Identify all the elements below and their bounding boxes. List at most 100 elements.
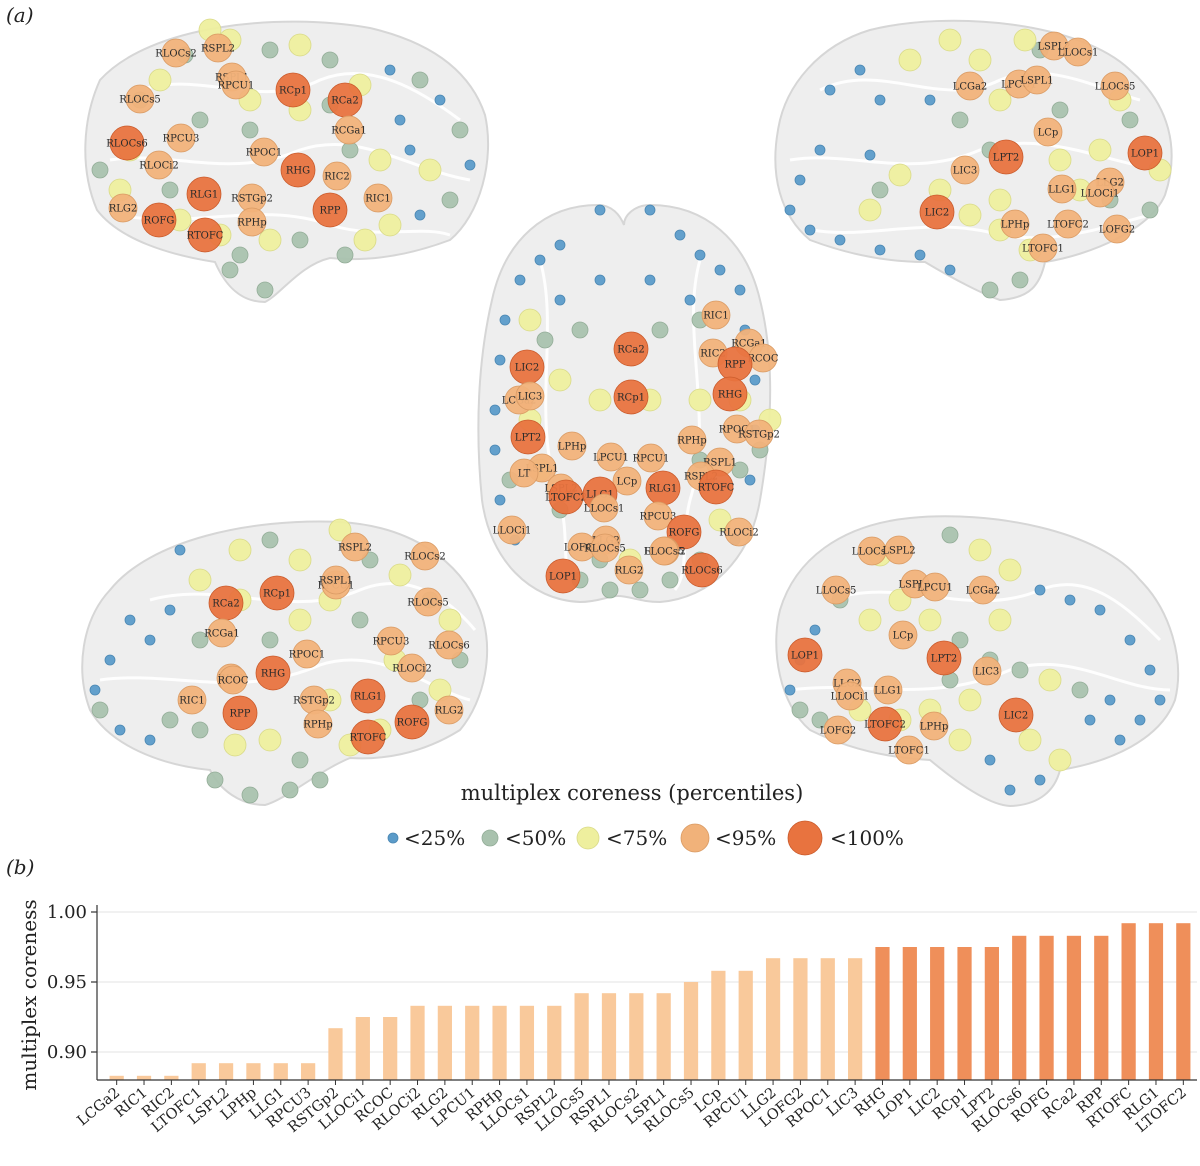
- brain-node: [1051, 101, 1069, 119]
- brain-node: [914, 249, 926, 261]
- brain-node-label: LLOCs5: [1095, 82, 1136, 93]
- brain-node: [835, 681, 865, 711]
- brain-node: [536, 331, 554, 349]
- brain-node: [438, 608, 462, 632]
- brain-node-label: RCp1: [617, 393, 645, 404]
- brain-node-label: RIC2: [700, 349, 726, 360]
- legend-marker-95: [680, 823, 710, 853]
- brain-node: [874, 94, 886, 106]
- bar-RLOCs6: [1012, 935, 1027, 1080]
- brain-node: [221, 261, 239, 279]
- y-axis-label: multiplex coreness: [17, 899, 41, 1090]
- bar-LPHp: [246, 1063, 261, 1080]
- brain-node: [241, 786, 259, 804]
- bar-RPHp: [492, 1005, 507, 1080]
- bar-RPCU3: [301, 1063, 316, 1080]
- brain-node: [434, 695, 464, 725]
- chart-gridlines: [97, 911, 1197, 1053]
- brain-node-label: RLG2: [109, 204, 138, 215]
- x-axis-ticks: LCGa2RIC1RIC2LTOFC1LSPL2LPHpLLG1RPCU3RST…: [75, 1080, 1190, 1136]
- brain-node-label: RPHp: [303, 720, 332, 731]
- brain-node: [434, 94, 446, 106]
- brain-node: [688, 388, 712, 412]
- brain-node-label: RCOC: [747, 354, 778, 365]
- brain-node-label: RLOCi2: [719, 528, 759, 539]
- brain-node-label: LCGa2: [953, 82, 988, 93]
- brain-node: [1013, 28, 1037, 52]
- bar-RCOC: [383, 1017, 398, 1080]
- brain-node-label: LSPL1: [898, 580, 931, 591]
- bar-RSTGp2: [328, 1028, 343, 1080]
- brain-node-label: LCp: [1038, 128, 1059, 139]
- brain-node: [186, 176, 222, 212]
- bar-LLG2: [765, 958, 781, 1080]
- brain-node: [712, 376, 748, 412]
- brain-node: [968, 575, 998, 605]
- brain-node: [288, 33, 312, 57]
- brain-node: [322, 161, 352, 191]
- brain-node: [924, 94, 936, 106]
- legend-item-100: <100%: [787, 820, 904, 856]
- brain-node-label: RPOC1: [719, 425, 755, 436]
- brain-node: [867, 706, 903, 742]
- panel-b-label: (b): [6, 855, 34, 879]
- brain-node: [1000, 209, 1030, 239]
- brain-node: [636, 443, 666, 473]
- brain-node: [744, 474, 756, 486]
- brain-node: [261, 531, 279, 549]
- brain-node: [661, 571, 679, 589]
- brain-node: [281, 781, 299, 799]
- brain-node: [814, 144, 826, 156]
- brain-node: [350, 678, 386, 714]
- brain-node-label: LLOCs1: [584, 504, 625, 515]
- brain-node-label: RPOC1: [289, 650, 325, 661]
- brain-node-label: RPHp: [237, 218, 266, 229]
- brain-node: [988, 139, 1024, 175]
- brain-node: [941, 526, 959, 544]
- brain-node: [514, 274, 526, 286]
- brain-node: [340, 532, 370, 562]
- chart-bars: [109, 923, 1191, 1080]
- brain-node: [791, 701, 809, 719]
- brain-node-label: RLOCs5: [119, 95, 161, 106]
- brain-node: [644, 204, 656, 216]
- brain-node: [288, 608, 312, 632]
- brain-node: [1053, 209, 1083, 239]
- brain-node: [494, 354, 506, 366]
- brain-node-label: LLOCs5: [644, 547, 685, 558]
- brain-node-label: LLG1: [1048, 185, 1076, 196]
- brain-node: [336, 246, 354, 264]
- brain-node: [1114, 734, 1126, 746]
- brain-node: [871, 181, 889, 199]
- brain-node: [1100, 71, 1130, 101]
- brain-node-label: RSPL1: [319, 576, 353, 587]
- brain-node: [1033, 117, 1063, 147]
- brain-node: [919, 711, 949, 741]
- brain-node: [91, 161, 109, 179]
- brain-node-label: RPOC1: [246, 148, 282, 159]
- brain-node-label: RPCU3: [640, 512, 677, 523]
- brain-node: [888, 163, 912, 187]
- brain-node-label: RCOC: [217, 676, 248, 687]
- brain-node: [948, 728, 972, 752]
- y-tick-label: 1.00: [47, 902, 87, 923]
- brain-node-label: LOP1: [1131, 149, 1159, 160]
- brain-node: [174, 544, 186, 556]
- panel-a-label: (a): [6, 3, 34, 27]
- brain-node: [631, 581, 649, 599]
- legend-marker-100: [787, 820, 823, 856]
- brain-node-label: LSPL1: [1020, 76, 1053, 87]
- brain-node-label: RSPL2: [201, 44, 235, 55]
- brain-node: [823, 715, 853, 745]
- brain-node: [376, 626, 406, 656]
- brain-node: [955, 71, 985, 101]
- brain-node: [144, 634, 156, 646]
- legend-item-50: <50%: [481, 826, 566, 850]
- brain-node: [724, 517, 754, 547]
- brain-node: [749, 374, 761, 386]
- brain-node: [821, 575, 851, 605]
- legend-label-100: <100%: [830, 826, 904, 850]
- brain-node: [328, 518, 352, 542]
- brain-node-label: ROFG: [669, 528, 700, 539]
- brain-node-label: LLOCi1: [1081, 189, 1120, 200]
